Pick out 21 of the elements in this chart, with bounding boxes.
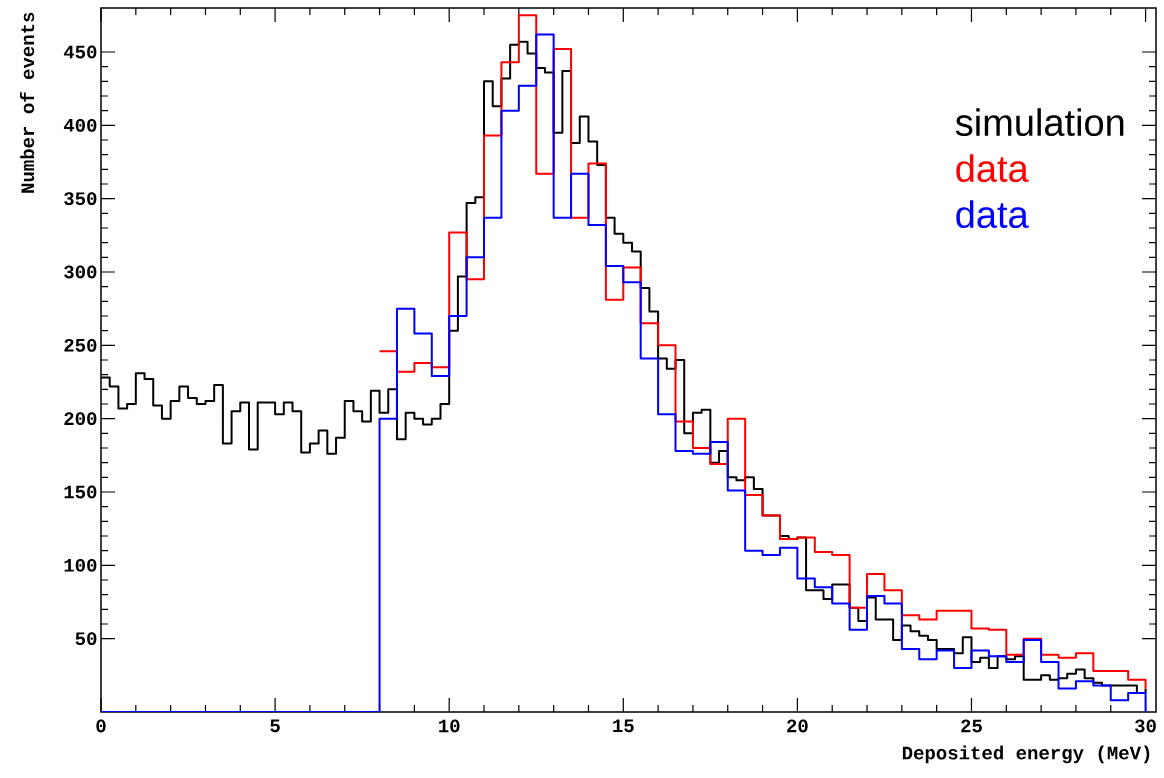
x-tick-label: 30 bbox=[1135, 719, 1156, 733]
x-tick-label: 0 bbox=[96, 719, 106, 733]
text: data bbox=[956, 200, 1029, 229]
x-tick-label: 15 bbox=[613, 719, 634, 733]
y-tick-label: 50 bbox=[75, 632, 97, 646]
y-tick-label: 300 bbox=[64, 265, 97, 279]
x-tick-label: 25 bbox=[961, 719, 982, 733]
x-axis-title: Deposited energy (MeV) bbox=[902, 745, 1150, 764]
x-tick-label: 20 bbox=[787, 719, 808, 733]
y-axis-title: Number of events bbox=[19, 12, 35, 193]
y-tick-label: 350 bbox=[64, 192, 97, 206]
x-tick-label: 10 bbox=[439, 719, 460, 733]
y-tick-label: 150 bbox=[64, 485, 97, 499]
y-tick-label: 100 bbox=[64, 558, 97, 572]
y-tick-label: 250 bbox=[64, 338, 97, 352]
legend-label: simulation bbox=[955, 108, 1124, 137]
y-tick-label: 450 bbox=[63, 45, 97, 59]
y-tick-label: 200 bbox=[64, 412, 97, 426]
y-tick-label: 400 bbox=[63, 118, 97, 132]
x-tick-label: 5 bbox=[270, 719, 280, 733]
text: data bbox=[956, 154, 1029, 183]
